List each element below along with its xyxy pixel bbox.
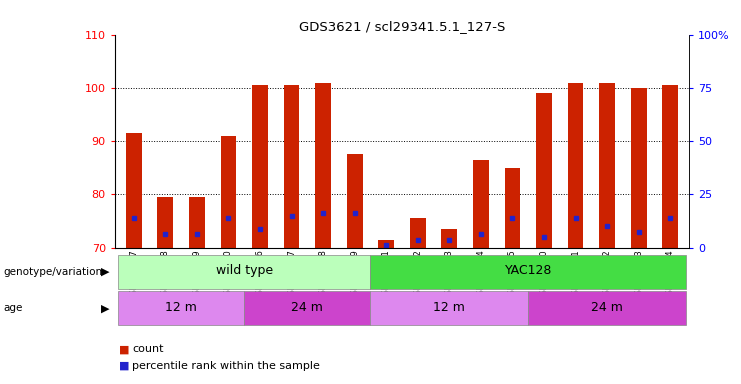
Bar: [118, 291, 245, 325]
Bar: [370, 255, 686, 289]
Bar: [370, 291, 528, 325]
Text: percentile rank within the sample: percentile rank within the sample: [132, 361, 320, 371]
Bar: [126, 133, 142, 248]
Text: 24 m: 24 m: [591, 301, 623, 314]
Bar: [599, 83, 615, 248]
Bar: [284, 85, 299, 248]
Bar: [347, 154, 362, 248]
Text: age: age: [4, 303, 23, 313]
Bar: [631, 88, 647, 248]
Bar: [379, 240, 394, 248]
Text: ▶: ▶: [102, 303, 110, 313]
Text: genotype/variation: genotype/variation: [4, 267, 103, 277]
Bar: [252, 85, 268, 248]
Text: YAC128: YAC128: [505, 265, 552, 278]
Text: 12 m: 12 m: [165, 301, 197, 314]
Bar: [528, 291, 686, 325]
Bar: [473, 160, 489, 248]
Bar: [662, 85, 678, 248]
Bar: [245, 291, 370, 325]
Bar: [118, 255, 370, 289]
Bar: [505, 168, 520, 248]
Text: 12 m: 12 m: [433, 301, 465, 314]
Bar: [442, 229, 457, 248]
Bar: [315, 83, 331, 248]
Text: count: count: [132, 344, 164, 354]
Bar: [410, 218, 425, 248]
Text: wild type: wild type: [216, 265, 273, 278]
Bar: [568, 83, 583, 248]
Text: ■: ■: [119, 361, 129, 371]
Text: ▶: ▶: [102, 267, 110, 277]
Title: GDS3621 / scl29341.5.1_127-S: GDS3621 / scl29341.5.1_127-S: [299, 20, 505, 33]
Bar: [536, 93, 552, 248]
Bar: [189, 197, 205, 248]
Bar: [221, 136, 236, 248]
Text: 24 m: 24 m: [291, 301, 323, 314]
Text: ■: ■: [119, 344, 129, 354]
Bar: [157, 197, 173, 248]
